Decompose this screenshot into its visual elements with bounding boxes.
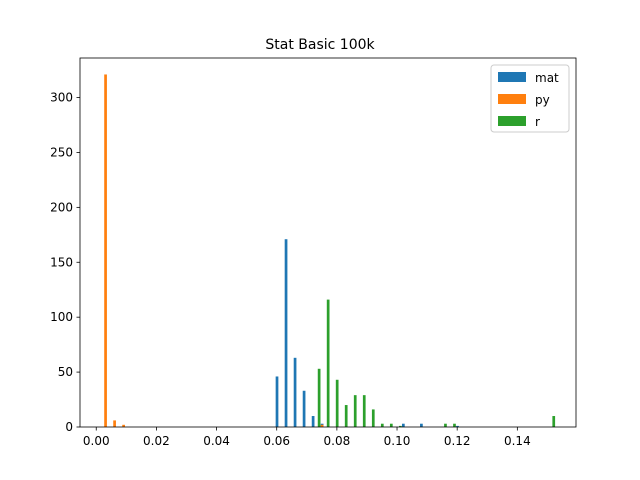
- chart-title: Stat Basic 100k: [265, 37, 375, 53]
- y-tick-label: 50: [58, 365, 73, 379]
- bar-r-2: [335, 379, 339, 427]
- legend-swatch-r: [498, 116, 526, 126]
- x-tick-label: 0.04: [203, 434, 230, 448]
- bar-r-9: [398, 425, 402, 427]
- legend-label-mat: mat: [535, 71, 559, 85]
- bar-r-5: [362, 395, 366, 427]
- y-tick-label: 200: [50, 200, 73, 214]
- x-tick-label: 0.08: [324, 434, 351, 448]
- axes-group: 0.00 0.02 0.04 0.06 0.08 0.10 0.12 0.14 0 50 100 15…: [50, 57, 577, 448]
- legend-label-r: r: [535, 115, 540, 129]
- bar-r-11: [453, 423, 456, 427]
- bar-mat-6: [401, 423, 405, 427]
- bar-py-1: [113, 420, 116, 427]
- y-tick-label: 100: [50, 310, 73, 324]
- x-tick-label: 0.06: [263, 434, 290, 448]
- bar-r-7: [380, 423, 384, 427]
- x-tick-label: 0.00: [83, 434, 110, 448]
- x-tick-label: 0.02: [143, 434, 170, 448]
- legend: mat py r: [490, 64, 570, 133]
- y-tick-label: 150: [50, 255, 73, 269]
- bar-py-2: [122, 424, 125, 427]
- y-tick-label: 0: [65, 420, 73, 434]
- bar-r-3: [344, 405, 348, 427]
- y-tick-label: 250: [50, 145, 73, 159]
- bar-r-4: [353, 395, 357, 427]
- legend-swatch-mat: [498, 72, 526, 82]
- bar-py-3: [320, 424, 324, 427]
- x-tick-label: 0.14: [504, 434, 531, 448]
- bar-r-1: [326, 299, 330, 427]
- y-tick-label: 300: [50, 91, 73, 105]
- legend-swatch-py: [498, 94, 526, 104]
- bars-group: [104, 74, 556, 427]
- bar-mat-1: [284, 239, 288, 427]
- plot-frame: [79, 57, 577, 428]
- x-tick-label: 0.12: [444, 434, 471, 448]
- bar-py-0: [104, 74, 107, 427]
- bar-r-10: [444, 423, 447, 427]
- bar-mat-8: [456, 425, 459, 427]
- legend-label-py: py: [535, 93, 550, 107]
- bar-r-0: [317, 368, 321, 427]
- bar-mat-0: [275, 376, 279, 427]
- x-tick-label: 0.10: [384, 434, 411, 448]
- bar-mat-7: [420, 423, 423, 427]
- bar-mat-2: [293, 357, 297, 427]
- bar-r-6: [371, 409, 375, 427]
- bar-mat-4: [311, 416, 315, 427]
- bar-r-12: [552, 416, 556, 427]
- bar-mat-3: [302, 390, 306, 427]
- bar-r-8: [389, 423, 393, 427]
